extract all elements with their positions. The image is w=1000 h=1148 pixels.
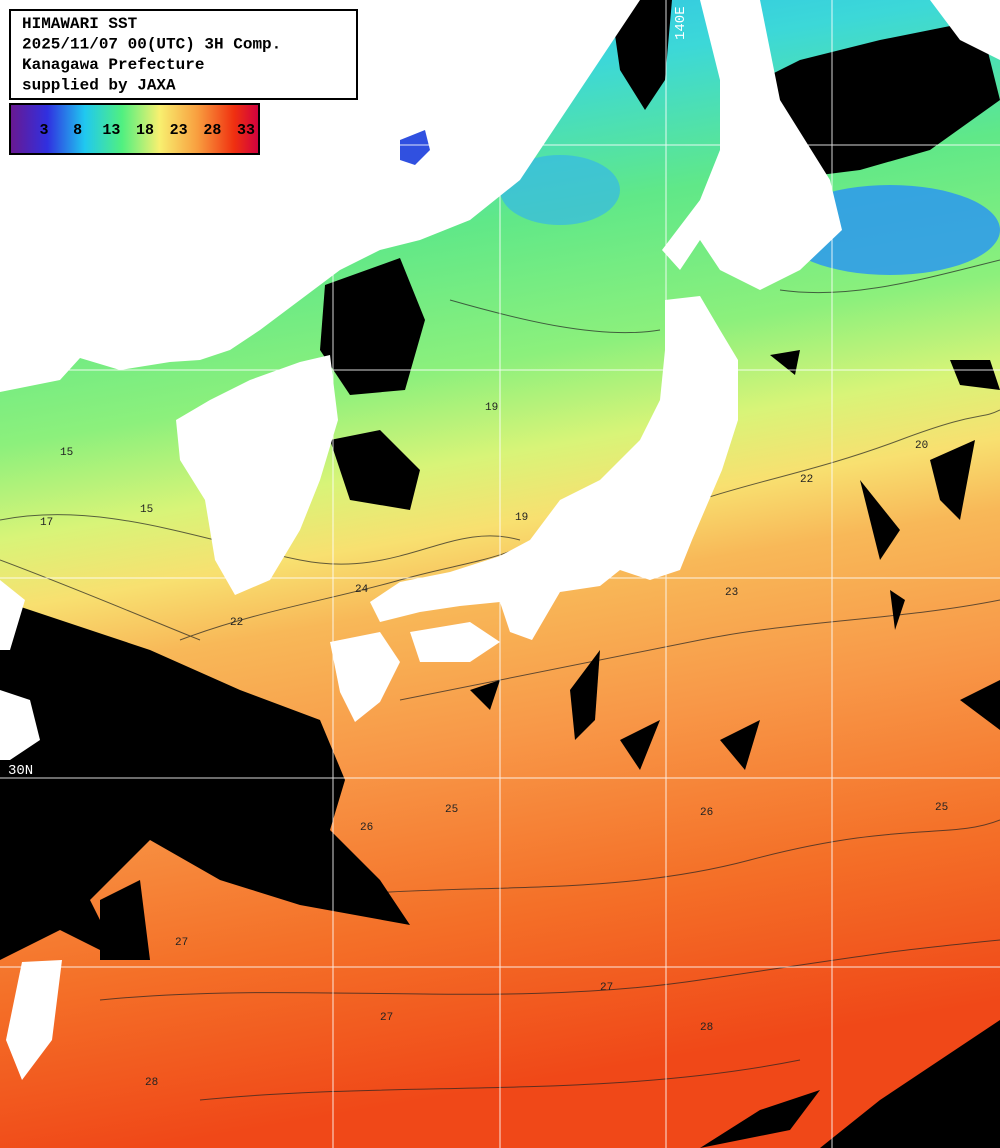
contour-label: 27 <box>600 982 613 994</box>
scale-tick: 8 <box>73 122 82 139</box>
contour-label: 17 <box>40 517 53 529</box>
contour-label: 15 <box>140 504 153 516</box>
contour-label: 19 <box>515 512 528 524</box>
scale-tick: 28 <box>203 122 221 139</box>
contour-label: 26 <box>700 807 713 819</box>
longitude-label: 140E <box>673 6 689 40</box>
contour-label: 27 <box>175 937 188 949</box>
contour-label: 28 <box>700 1022 713 1034</box>
contour-label: 28 <box>145 1077 158 1089</box>
contour-label: 23 <box>725 587 738 599</box>
contour-label: 27 <box>380 1012 393 1024</box>
contour-label: 20 <box>915 440 928 452</box>
header-line: Kanagawa Prefecture <box>22 56 204 74</box>
color-scale <box>9 103 260 155</box>
color-scale-ticks: 3 8 13 18 23 28 33 <box>39 122 255 139</box>
scale-tick: 18 <box>136 122 154 139</box>
contour-label: 22 <box>230 617 243 629</box>
contour-label: 15 <box>60 447 73 459</box>
contour-label: 24 <box>355 584 369 596</box>
header-line: HIMAWARI SST <box>22 15 138 33</box>
contour-label: 25 <box>445 804 458 816</box>
contour-label: 22 <box>800 474 813 486</box>
latitude-label: 40N <box>0 355 19 371</box>
header-line: 2025/11/07 00(UTC) 3H Comp. <box>22 36 281 54</box>
header: HIMAWARI SST 2025/11/07 00(UTC) 3H Comp. K… <box>22 15 281 95</box>
contour-labels: 15 15 17 19 19 20 22 22 23 24 25 25 26 26 27 27 27 28 28 <box>40 402 948 1089</box>
contour-label: 26 <box>360 822 373 834</box>
header-box <box>9 9 358 100</box>
scale-tick: 23 <box>170 122 188 139</box>
scale-tick: 3 <box>39 122 48 139</box>
lake <box>400 130 430 165</box>
contour-label: 19 <box>485 402 498 414</box>
scale-tick: 33 <box>237 122 255 139</box>
cold-water <box>500 155 620 225</box>
contour-label: 25 <box>935 802 948 814</box>
latitude-label: 30N <box>8 763 33 779</box>
scale-tick: 13 <box>102 122 120 139</box>
header-line: supplied by JAXA <box>22 77 176 95</box>
